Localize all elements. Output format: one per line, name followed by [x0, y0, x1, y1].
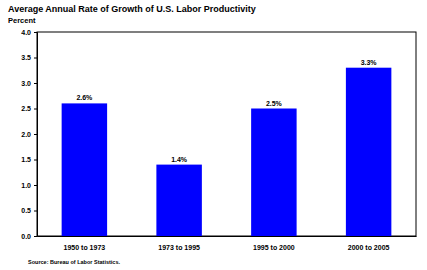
plot-frame [37, 32, 416, 236]
y-tick-mark [34, 211, 37, 212]
data-label: 1.4% [171, 156, 188, 163]
y-tick: 0.5 [21, 207, 37, 214]
bar [251, 109, 296, 237]
y-tick: 2.5 [21, 105, 37, 112]
y-tick-label: 3.5 [21, 54, 31, 61]
x-tick: 1950 to 1973 [64, 236, 106, 251]
x-tick-label: 1995 to 2000 [253, 244, 295, 251]
y-tick: 3.0 [21, 80, 37, 87]
y-tick-label: 3.0 [21, 80, 31, 87]
y-tick: 1.5 [21, 156, 37, 163]
x-axis: 1950 to 1973 1973 to 1995 1995 to 2000 2000… [38, 236, 417, 251]
y-tick-mark [34, 160, 37, 161]
y-tick: 1.0 [21, 182, 37, 189]
x-tick-label: 1973 to 1995 [158, 244, 200, 251]
data-label: 2.5% [266, 100, 283, 107]
x-tick-label: 1950 to 1973 [64, 244, 106, 251]
y-tick-label: 2.5 [21, 105, 31, 112]
x-axis-line [38, 236, 417, 237]
bar [346, 68, 391, 236]
y-axis-title: Percent [8, 16, 36, 25]
data-label: 3.3% [361, 59, 378, 66]
x-tick-label: 2000 to 2005 [348, 244, 390, 251]
y-tick-mark [34, 236, 37, 237]
y-tick: 0.0 [21, 233, 37, 240]
chart: Average Annual Rate of Growth of U.S. La… [0, 0, 427, 270]
y-tick-mark [34, 83, 37, 84]
y-axis: 0.0 0.5 1.0 1.5 2.0 2.5 3.0 3.5 4.0 [21, 29, 37, 240]
y-axis-line [34, 33, 38, 237]
bar [62, 103, 107, 236]
y-tick-mark [34, 58, 37, 59]
x-tick: 1995 to 2000 [253, 236, 295, 251]
y-tick-mark [34, 109, 37, 110]
x-tick: 2000 to 2005 [348, 236, 390, 251]
y-tick-mark [34, 32, 37, 33]
y-tick-label: 4.0 [21, 29, 31, 36]
bars [62, 68, 392, 236]
y-tick: 4.0 [21, 29, 37, 36]
y-tick-label: 1.0 [21, 182, 31, 189]
y-tick-label: 0.0 [21, 233, 31, 240]
x-tick: 1973 to 1995 [158, 236, 200, 251]
y-tick-mark [34, 185, 37, 186]
data-labels: 2.6% 1.4% 2.5% 3.3% [76, 59, 377, 163]
y-tick-label: 2.0 [21, 131, 31, 138]
plot-area: 0.00.51.01.52.02.53.03.54.01950 to 19731… [21, 29, 416, 251]
y-tick-mark [34, 134, 37, 135]
data-label: 2.6% [76, 94, 93, 101]
source-note: Source: Bureau of Labor Statistics. [28, 259, 120, 265]
title: Average Annual Rate of Growth of U.S. La… [8, 4, 256, 14]
y-tick-label: 1.5 [21, 156, 31, 163]
y-tick: 3.5 [21, 54, 37, 61]
y-tick-label: 0.5 [21, 207, 31, 214]
y-tick: 2.0 [21, 131, 37, 138]
bar [156, 165, 201, 236]
